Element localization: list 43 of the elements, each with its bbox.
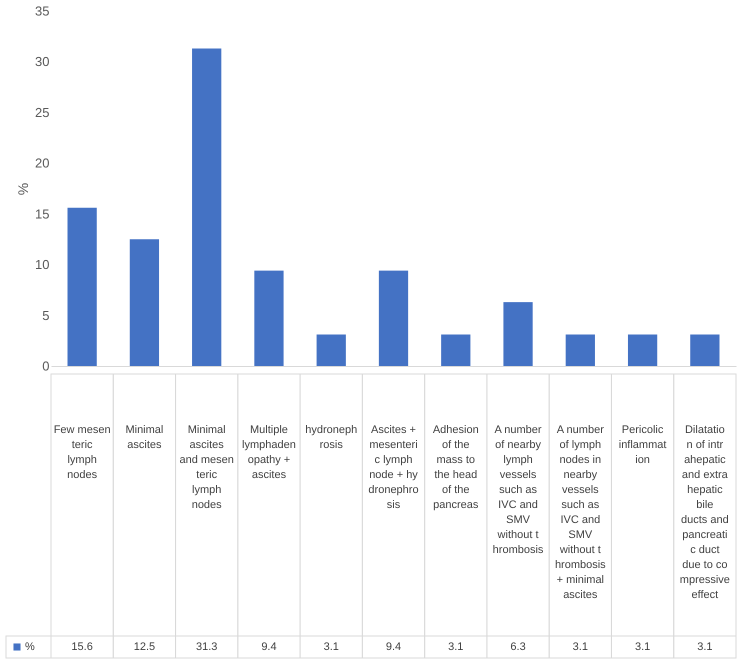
data-label: 6.3 <box>510 641 526 653</box>
bar <box>628 334 658 366</box>
bar <box>503 302 533 366</box>
bar <box>316 334 346 366</box>
data-label: 3.1 <box>572 641 588 653</box>
x-tick-label: hydronephrosis <box>305 424 358 451</box>
data-label: 3.1 <box>324 641 339 653</box>
data-label: 12.5 <box>134 641 156 653</box>
data-label: 3.1 <box>448 641 464 653</box>
x-tick-label: Pericolic inflammation <box>618 424 666 466</box>
y-tick-label: 30 <box>35 54 50 70</box>
x-tick-label: Few mesenteric lymph nodes <box>54 424 111 481</box>
data-label: 9.4 <box>261 641 277 653</box>
y-tick-label: 25 <box>35 104 50 120</box>
bar <box>566 334 595 366</box>
y-tick-label: 15 <box>35 206 50 222</box>
y-tick-label: 35 <box>35 4 50 18</box>
bar <box>441 334 470 366</box>
category-label: Dilatation of intrahepatic and extrahepatic bile ducts and pancreatic duct due to compressive effect <box>680 424 730 601</box>
category-label: A number of lymph nodes in nearby vessels such as IVC and SMV without thrombosis + minimal ascites <box>554 424 606 601</box>
y-tick-label: 10 <box>35 257 50 272</box>
bar <box>130 239 160 366</box>
data-label: 31.3 <box>196 641 218 653</box>
x-tick-label: Multiple lymphadenopathy + ascites <box>242 424 296 481</box>
data-label: 15.6 <box>71 641 93 653</box>
data-label: 3.1 <box>634 641 650 653</box>
x-tick-label: Minimal ascites and mesenteric lymph nodes <box>179 424 234 511</box>
bar <box>378 270 408 366</box>
bar <box>68 208 97 366</box>
bar <box>254 270 284 366</box>
category-label: A number of nearby lymph vessels such as IVC and SMV without thrombosis <box>492 424 544 556</box>
legend-label: % <box>25 641 35 653</box>
bar <box>192 48 222 366</box>
y-tick-label: 20 <box>35 156 50 171</box>
bar <box>690 334 720 366</box>
y-tick-label: 0 <box>42 358 50 374</box>
data-label: 3.1 <box>697 641 713 653</box>
data-label: 9.4 <box>386 641 402 653</box>
x-tick-label: Adhesion of the mass to the head of the pancreas <box>432 424 479 511</box>
x-tick-label: Minimal ascites <box>125 424 164 451</box>
y-tick-label: 5 <box>42 308 50 323</box>
x-tick-label: Ascites + mesenteric lymph node + hydronephrosis <box>368 424 419 511</box>
y-axis-title: % <box>15 182 32 196</box>
